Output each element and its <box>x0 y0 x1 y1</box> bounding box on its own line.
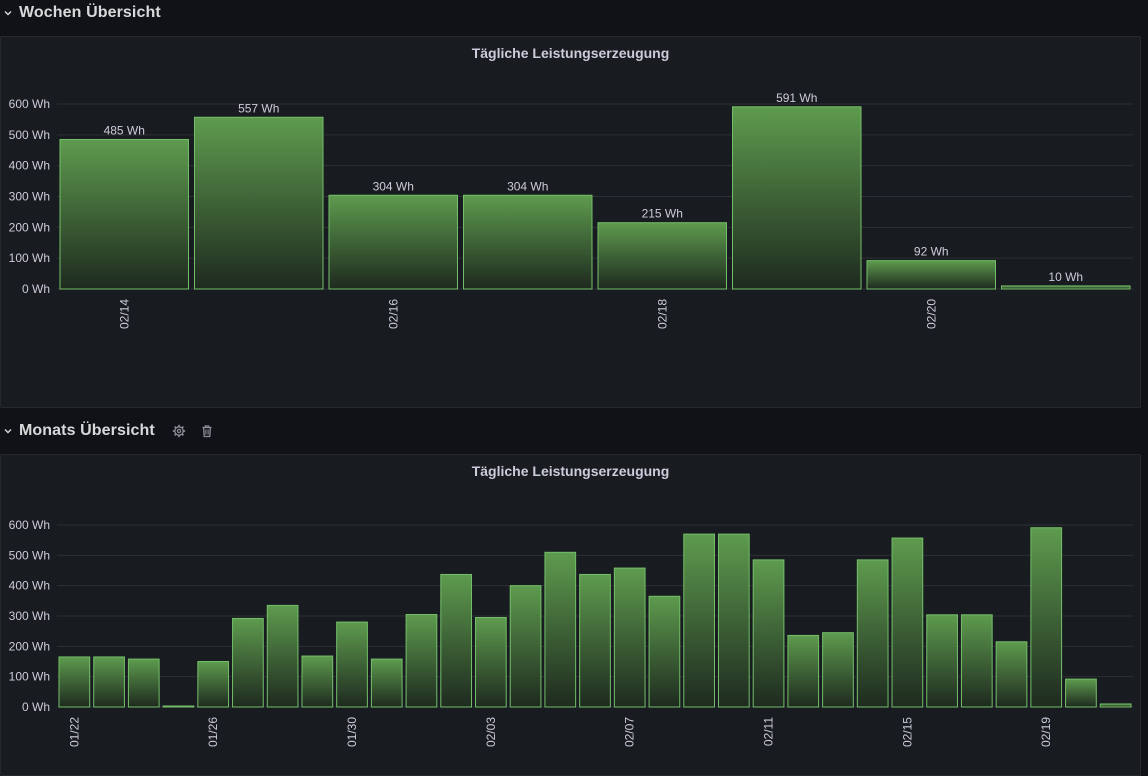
y-tick-label: 400 Wh <box>9 579 50 593</box>
y-tick-label: 300 Wh <box>9 190 50 204</box>
bar[interactable] <box>822 632 854 708</box>
x-tick-label: 02/19 <box>1039 717 1053 747</box>
y-tick-label: 200 Wh <box>9 220 50 234</box>
bar[interactable] <box>232 617 264 708</box>
bar[interactable] <box>648 595 681 708</box>
bar[interactable] <box>891 537 924 708</box>
x-tick-label: 02/14 <box>117 299 131 329</box>
y-tick-label: 600 Wh <box>9 518 50 532</box>
bar-data-label: 591 Wh <box>776 91 817 105</box>
x-tick-label: 02/18 <box>655 299 669 329</box>
bar-chart-month: 0 Wh 100 Wh 200 Wh 300 Wh 400 Wh 500 Wh 600 Wh… <box>9 518 1133 747</box>
bar[interactable] <box>579 573 611 708</box>
bar[interactable] <box>440 573 473 708</box>
y-tick-label: 0 Wh <box>22 700 50 714</box>
gear-icon[interactable] <box>171 423 187 439</box>
row-header-week: Wochen Übersicht <box>0 0 161 26</box>
y-tick-label: 100 Wh <box>9 251 50 265</box>
chevron-down-icon[interactable] <box>3 8 13 18</box>
x-tick-label: 02/07 <box>623 717 637 747</box>
x-tick-label: 02/03 <box>484 717 498 747</box>
bar[interactable] <box>370 658 403 708</box>
row-title-month[interactable]: Monats Übersicht <box>19 422 155 439</box>
bar[interactable] <box>1065 678 1097 708</box>
x-tick-label: 02/20 <box>924 299 938 329</box>
x-tick-label: 01/26 <box>206 717 220 747</box>
bar[interactable] <box>162 705 195 708</box>
bar[interactable] <box>509 585 542 708</box>
panel-month: Tägliche Leistungserzeugung 0 Wh 100 Wh 20… <box>0 454 1141 776</box>
row-header-month: Monats Übersicht <box>0 418 215 444</box>
bar[interactable] <box>613 567 646 708</box>
bar[interactable] <box>683 533 715 708</box>
bar[interactable] <box>463 194 593 290</box>
x-tick-label: 02/15 <box>900 717 914 747</box>
bar-data-label: 304 Wh <box>507 179 548 193</box>
bar[interactable] <box>787 634 820 708</box>
bar[interactable] <box>194 116 324 290</box>
bar[interactable] <box>597 222 727 290</box>
bar[interactable] <box>266 604 299 708</box>
bar[interactable] <box>1001 285 1131 290</box>
bar[interactable] <box>960 614 993 708</box>
bar[interactable] <box>301 655 334 708</box>
bar[interactable] <box>59 138 189 290</box>
x-tick-label: 02/11 <box>762 717 776 746</box>
bar[interactable] <box>405 613 438 708</box>
bar[interactable] <box>926 614 958 708</box>
y-tick-label: 300 Wh <box>9 609 50 623</box>
bar[interactable] <box>544 551 577 708</box>
bar[interactable] <box>752 559 785 708</box>
chevron-down-icon[interactable] <box>3 426 13 436</box>
y-tick-label: 500 Wh <box>9 548 50 562</box>
bar[interactable] <box>93 656 125 708</box>
bar[interactable] <box>197 661 230 708</box>
bar[interactable] <box>995 641 1028 708</box>
bar-data-label: 10 Wh <box>1048 270 1083 284</box>
bar[interactable] <box>866 260 996 290</box>
x-tick-label: 01/30 <box>345 717 359 747</box>
y-tick-label: 0 Wh <box>22 282 50 296</box>
y-tick-label: 400 Wh <box>9 159 50 173</box>
bar-data-label: 304 Wh <box>373 179 414 193</box>
bar-data-label: 215 Wh <box>642 207 683 221</box>
bar[interactable] <box>328 194 458 290</box>
bar-data-label: 557 Wh <box>238 101 279 115</box>
bar[interactable] <box>58 656 91 708</box>
bar-data-label: 485 Wh <box>104 123 145 137</box>
bar[interactable] <box>1030 527 1063 708</box>
y-tick-label: 200 Wh <box>9 639 50 653</box>
panel-title: Tägliche Leistungserzeugung <box>471 463 670 479</box>
bar[interactable] <box>856 559 889 708</box>
row-title-week[interactable]: Wochen Übersicht <box>19 4 161 21</box>
x-tick-label: 02/16 <box>386 299 400 329</box>
y-tick-label: 100 Wh <box>9 670 50 684</box>
bar[interactable] <box>127 658 160 708</box>
bar[interactable] <box>1099 703 1132 708</box>
y-tick-label: 600 Wh <box>9 97 50 111</box>
bar[interactable] <box>732 106 862 290</box>
bar[interactable] <box>336 621 368 708</box>
bar[interactable] <box>717 533 750 708</box>
trash-icon[interactable] <box>199 423 215 439</box>
panel-title: Tägliche Leistungserzeugung <box>471 45 670 61</box>
bar-data-label: 92 Wh <box>914 245 949 259</box>
y-tick-label: 500 Wh <box>9 128 50 142</box>
x-tick-label: 01/22 <box>67 717 81 747</box>
bar-chart-week: 0 Wh 100 Wh 200 Wh 300 Wh 400 Wh 500 Wh 600 Wh… <box>9 91 1133 329</box>
bar[interactable] <box>475 617 507 708</box>
panel-week: Tägliche Leistungserzeugung 0 Wh 100 Wh 20… <box>0 36 1141 408</box>
